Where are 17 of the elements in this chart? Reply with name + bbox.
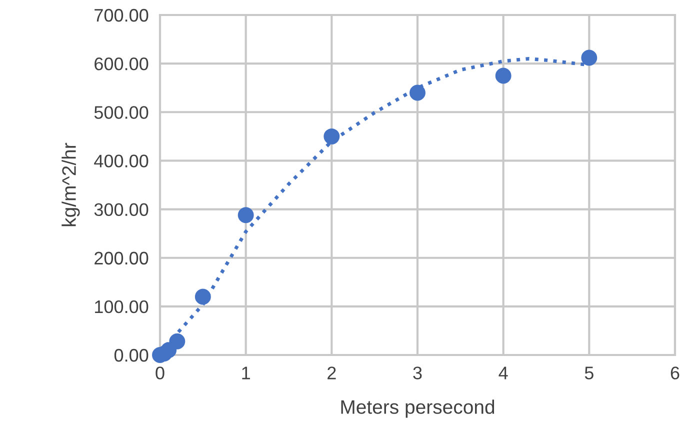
x-axis-title: Meters persecond xyxy=(341,400,494,418)
y-tick-label: 100.00 xyxy=(95,300,148,314)
x-tick-label: 0 xyxy=(156,366,164,380)
x-tick-label: 5 xyxy=(584,366,594,380)
y-axis-title: kg/m^2/hr xyxy=(62,142,80,226)
y-tick-label: 700.00 xyxy=(94,8,148,22)
y-tick-label: 0.00 xyxy=(114,348,148,362)
x-tick-label: 1 xyxy=(242,366,250,380)
y-tick-label: 500.00 xyxy=(94,106,148,119)
y-tick-label: 400.00 xyxy=(94,154,148,168)
y-tick-label: 300.00 xyxy=(94,203,148,216)
x-tick-label: 6 xyxy=(670,366,680,380)
y-tick-label: 200.00 xyxy=(94,252,148,265)
x-tick-label: 2 xyxy=(328,366,336,380)
y-tick-label: 600.00 xyxy=(94,58,148,70)
x-tick-label: 4 xyxy=(498,366,508,380)
x-tick-label: 3 xyxy=(413,366,422,380)
